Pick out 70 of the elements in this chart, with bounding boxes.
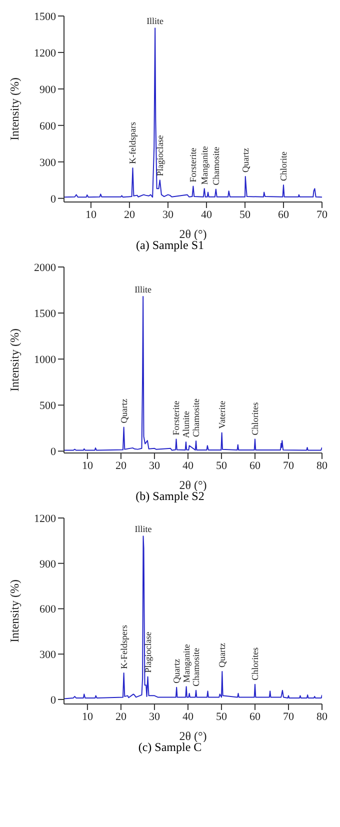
annotation: Chamosite	[191, 648, 202, 686]
annotation: Plagioclase	[142, 632, 153, 673]
annotation: Plagioclase	[154, 135, 165, 176]
y-tick-label: 1500	[34, 308, 56, 320]
y-tick-label: 0	[50, 193, 56, 206]
y-axis-title: Intensity (%)	[7, 78, 22, 140]
y-tick-label: 1200	[34, 47, 56, 60]
x-tick-label: 60	[278, 208, 290, 221]
x-tick-label: 60	[249, 710, 261, 723]
annotation: Illite	[134, 284, 152, 294]
x-tick-label: 80	[316, 710, 328, 723]
y-tick-label: 600	[40, 120, 56, 132]
y-tick-label: 1000	[34, 354, 56, 366]
y-tick-label: 300	[40, 649, 56, 662]
annotation: Chamosite	[210, 146, 221, 186]
annotation: Manganite	[199, 146, 210, 185]
x-tick-label: 30	[162, 208, 174, 221]
x-tick-label: 30	[148, 460, 160, 472]
x-tick-label: 20	[124, 208, 136, 221]
x-tick-label: 20	[115, 460, 127, 472]
y-tick-label: 500	[40, 400, 56, 412]
x-tick-label: 40	[182, 460, 194, 472]
x-tick-label: 10	[82, 710, 94, 723]
annotation: Illite	[134, 524, 152, 534]
annotation: Illite	[146, 16, 164, 26]
x-tick-label: 30	[148, 710, 160, 723]
annotation: Chlorites	[250, 402, 260, 436]
y-tick-label: 0	[50, 694, 56, 706]
line-series	[64, 536, 322, 700]
x-tick-label: 80	[316, 460, 328, 472]
annotation: Quartz	[240, 148, 250, 172]
annotation: Quartz	[172, 658, 182, 684]
x-tick-label: 40	[200, 208, 212, 221]
y-tick-label: 2000	[34, 262, 56, 274]
x-tick-label: 20	[115, 710, 127, 723]
annotation: Forsterite	[171, 400, 182, 436]
x-tick-label: 50	[216, 710, 228, 723]
text: (a) Sample S1	[135, 238, 204, 253]
x-tick-label: 50	[216, 460, 228, 472]
text: (c) Sample C	[137, 740, 202, 755]
annotation: Vaterite	[216, 400, 227, 429]
annotation: Quartz	[118, 398, 129, 424]
x-tick-label: 70	[316, 208, 328, 221]
annotation: Manganite	[181, 644, 192, 683]
annotation: Chlorites	[250, 646, 260, 680]
x-tick-label: 10	[85, 208, 97, 221]
annotation: K-Feldspers	[118, 624, 129, 669]
x-tick-label: 70	[282, 710, 294, 723]
x-tick-label: 70	[282, 460, 294, 472]
annotation: Forsterite	[188, 148, 198, 182]
annotation: Chamosite	[191, 398, 202, 438]
line-series	[64, 28, 322, 198]
x-tick-label: 10	[82, 460, 94, 472]
x-tick-label: 50	[239, 208, 251, 221]
annotation: Chlorite	[278, 151, 288, 181]
x-tick-label: 40	[182, 710, 194, 723]
x-tick-label: 60	[249, 460, 261, 472]
y-tick-label: 1500	[34, 10, 56, 23]
y-tick-label: 0	[50, 446, 56, 458]
y-axis-title: Intensity (%)	[7, 580, 22, 642]
y-tick-label: 600	[40, 604, 56, 616]
line-series	[64, 296, 322, 451]
annotation: Quartz	[217, 642, 228, 668]
annotation: Alunite	[180, 410, 191, 438]
y-tick-label: 1200	[34, 512, 56, 525]
y-tick-label: 900	[40, 84, 56, 96]
y-tick-label: 900	[40, 558, 56, 570]
y-axis-title: Intensity (%)	[7, 328, 22, 392]
y-tick-label: 300	[40, 156, 56, 169]
annotation: K-feldspars	[128, 121, 138, 164]
